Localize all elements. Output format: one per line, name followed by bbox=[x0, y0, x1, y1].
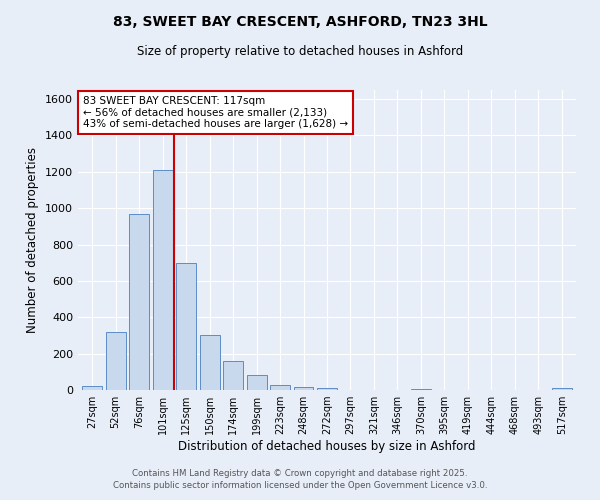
Bar bbox=[223, 361, 243, 390]
Bar bbox=[317, 388, 337, 390]
Bar bbox=[270, 386, 290, 390]
X-axis label: Distribution of detached houses by size in Ashford: Distribution of detached houses by size … bbox=[178, 440, 476, 453]
Bar bbox=[152, 170, 173, 390]
Bar bbox=[411, 388, 431, 390]
Bar bbox=[552, 388, 572, 390]
Y-axis label: Number of detached properties: Number of detached properties bbox=[26, 147, 40, 333]
Bar bbox=[106, 332, 125, 390]
Text: Size of property relative to detached houses in Ashford: Size of property relative to detached ho… bbox=[137, 45, 463, 58]
Bar bbox=[293, 388, 313, 390]
Bar bbox=[247, 376, 266, 390]
Bar bbox=[200, 334, 220, 390]
Bar bbox=[129, 214, 149, 390]
Text: Contains HM Land Registry data © Crown copyright and database right 2025.
Contai: Contains HM Land Registry data © Crown c… bbox=[113, 469, 487, 490]
Text: 83 SWEET BAY CRESCENT: 117sqm
← 56% of detached houses are smaller (2,133)
43% o: 83 SWEET BAY CRESCENT: 117sqm ← 56% of d… bbox=[83, 96, 348, 129]
Bar bbox=[82, 386, 102, 390]
Bar bbox=[176, 262, 196, 390]
Text: 83, SWEET BAY CRESCENT, ASHFORD, TN23 3HL: 83, SWEET BAY CRESCENT, ASHFORD, TN23 3H… bbox=[113, 15, 487, 29]
